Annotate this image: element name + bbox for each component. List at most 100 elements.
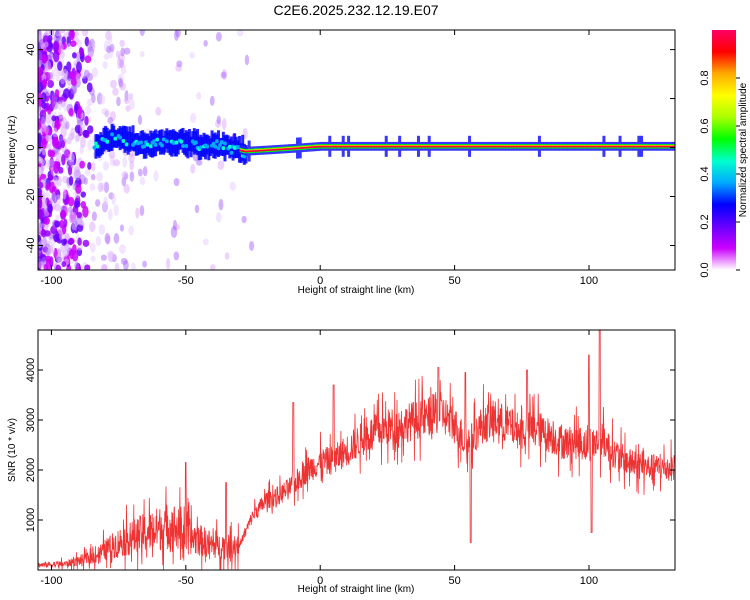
spectrogram-noise-cell (190, 163, 196, 174)
spectrogram-noise-cell (86, 82, 93, 93)
y-tick-label: 3000 (25, 408, 37, 432)
spectrogram-noise-cell (76, 224, 84, 232)
spectrogram-noise-cell (74, 200, 81, 208)
colorbar-tick-label: 0.6 (699, 118, 711, 133)
spectrogram-noise-cell (52, 40, 60, 53)
spectrogram-band-cell (179, 128, 183, 149)
spectrogram-noise-cell (119, 60, 124, 68)
spectrogram-peak-cell (221, 146, 226, 151)
spectrogram-noise-cell (76, 211, 83, 219)
y-tick-label: -40 (25, 238, 37, 254)
spectrogram-noise-cell (87, 46, 94, 58)
spectrogram-noise-cell (123, 184, 130, 194)
snr-x-axis-label: Height of straight line (km) (298, 584, 415, 595)
spectrogram-noise-cell (166, 257, 171, 270)
spectrogram-noise-cell (119, 224, 124, 232)
spectrogram-noise-cell (61, 69, 69, 80)
spectrogram-noise-cell (103, 196, 108, 206)
spectrogram-noise-cell (119, 39, 125, 48)
spectrogram-noise-cell (77, 237, 82, 246)
spectrogram-noise-cell (107, 116, 114, 124)
spectrogram-peak-cell (152, 139, 157, 144)
snr-series-line (38, 330, 675, 570)
spectrogram-noise-cell (38, 156, 44, 164)
spectrogram-noise-cell (217, 160, 225, 170)
spectrogram-noise-cell (90, 242, 96, 253)
spectrogram-noise-cell (41, 54, 48, 64)
spectrogram-noise-cell (73, 166, 80, 177)
spectrogram-noise-cell (38, 82, 43, 94)
spectrogram-noise-cell (189, 52, 195, 59)
spectrogram-peak-cell (181, 143, 186, 148)
y-tick-label: 0 (25, 144, 37, 150)
spectrogram-noise-cell (63, 238, 68, 245)
spectrogram-noise-cell (38, 261, 45, 269)
snr-x-ticks: -100 -50 0 50 100 (40, 330, 598, 587)
spectrogram-noise-cell (224, 252, 230, 260)
spectrogram-noise-cell (81, 30, 89, 37)
spectrogram-noise-cell (107, 209, 113, 221)
spectrogram-band-cell (104, 126, 108, 149)
spectrogram-band-cell (128, 126, 132, 152)
spectrogram-noise-cell (91, 211, 97, 222)
spectrogram-noise-cell (85, 105, 92, 116)
x-tick-label: 50 (448, 275, 460, 287)
y-tick-label: -20 (25, 189, 37, 205)
spectrogram-band-cell (155, 134, 159, 152)
spectrogram-noise-cell (76, 119, 84, 126)
spectrogram-noise-cell (91, 162, 96, 172)
spectrogram-y-axis-label: Frequency (Hz) (7, 116, 18, 185)
spectrogram-peak-cell (223, 141, 228, 146)
colorbar: 0.0 0.2 0.4 0.6 0.8 Normalized spectral ampl… (699, 30, 749, 278)
spectrogram-noise-cell (68, 175, 74, 186)
spectrogram-band-cell (217, 130, 221, 157)
spectrogram-noise-cell (123, 47, 131, 55)
spectrogram-noise-cell (51, 115, 57, 122)
spectrogram-band-cell (123, 125, 127, 153)
spectrogram-noise-cell (129, 98, 135, 111)
spectrogram-peak-cell (145, 142, 150, 147)
snr-y-ticks: 1000 2000 3000 4000 (25, 358, 675, 532)
spectrogram-noise-cell (69, 211, 77, 222)
spectrogram-band-cell (187, 129, 191, 151)
spectrogram-noise-cell (99, 94, 106, 105)
spectrogram-noise-cell (38, 148, 42, 155)
spectrogram-noise-cell (135, 207, 140, 219)
spectrogram-noise-cell (41, 73, 47, 81)
spectrogram-noise-cell (87, 139, 93, 151)
spectrogram-peak-cell (216, 146, 221, 151)
spectrogram-noise-cell (153, 170, 159, 182)
spectrogram-noise-cell (38, 181, 44, 189)
spectrogram-peak-cell (219, 140, 224, 145)
spectrogram-noise-cell (82, 239, 90, 247)
spectrogram-noise-cell (142, 260, 147, 268)
spectrogram-noise-cell (139, 176, 146, 186)
spectrogram-noise-cell (55, 74, 61, 82)
spectrogram-noise-cell (54, 89, 60, 98)
spectrogram-band-cell (208, 138, 212, 156)
spectrogram-noise-cell (89, 221, 96, 233)
spectrogram-band-cell (149, 130, 153, 158)
spectrogram-noise-cell (96, 171, 104, 182)
spectrogram-noise-cell (60, 210, 67, 219)
spectrogram-noise-cell (55, 264, 62, 270)
spectrogram-noise-cell (62, 116, 67, 126)
spectrogram-noise-cell (61, 153, 66, 166)
spectrogram-noise-cell (38, 234, 42, 243)
spectrogram-peak-cell (235, 145, 240, 150)
spectrogram-peak-cell (160, 143, 165, 148)
spectrogram-noise-cell (38, 199, 43, 209)
y-tick-label: 2000 (25, 458, 37, 482)
spectrogram-peak-cell (155, 137, 160, 142)
spectrogram-noise-cell (71, 52, 77, 59)
spectrogram-noise-cell (89, 183, 96, 191)
spectrogram-noise-cell (95, 235, 102, 247)
spectrogram-peak-cell (198, 145, 203, 150)
spectrogram-noise-cell (46, 50, 53, 63)
spectrogram-noise-cell (104, 110, 109, 118)
spectrogram-noise-cell (38, 121, 42, 131)
spectrogram-noise-cell (121, 171, 129, 180)
spectrogram-noise-cell (129, 160, 135, 171)
spectrogram-band-cell (237, 135, 241, 163)
